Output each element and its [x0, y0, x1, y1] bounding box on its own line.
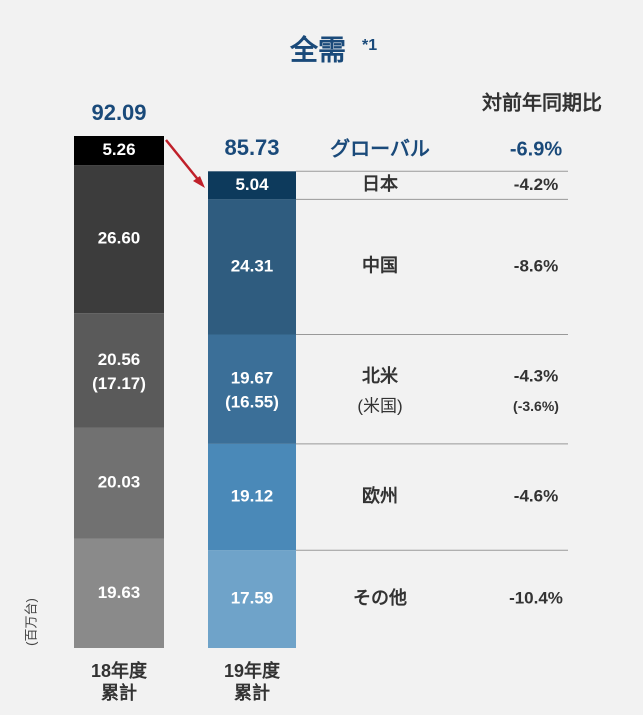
- chart-title: 全需: [289, 33, 346, 65]
- arrow: [165, 139, 201, 183]
- bar-segment: [208, 443, 296, 551]
- yoy-label: -10.4%: [509, 589, 563, 608]
- region-label: その他: [353, 587, 407, 608]
- region-sub-label: (米国): [357, 397, 402, 416]
- segment-label: 24.31: [231, 256, 274, 275]
- segment-label: 20.56: [98, 350, 141, 369]
- segment-label: 17.59: [231, 589, 274, 608]
- region-label: 欧州: [362, 485, 398, 506]
- bar-segment: [74, 136, 164, 166]
- region-label: 北米: [362, 365, 399, 386]
- segment-label: 5.26: [102, 140, 135, 159]
- bar-segment: [208, 334, 296, 444]
- unit-label: (百万台): [23, 598, 38, 646]
- yoy-label: -4.2%: [514, 175, 558, 194]
- x-tick-label: 19年度累計: [224, 660, 281, 703]
- bar-segment: [208, 171, 296, 200]
- bar-segment: [74, 538, 164, 648]
- x-tick-label: 18年度累計: [91, 660, 148, 703]
- arrow-head: [193, 176, 205, 188]
- yoy-label: -4.6%: [514, 487, 558, 506]
- segment-label: 19.67: [231, 369, 274, 388]
- segment-label: 5.04: [235, 175, 269, 194]
- title-note: *1: [362, 37, 377, 54]
- bar-segment: [208, 199, 296, 335]
- segment-label: 19.63: [98, 583, 141, 602]
- yoy-header: 対前年同期比: [481, 90, 602, 114]
- yoy-label: -4.3%: [514, 367, 558, 386]
- segment-sub-label: (16.55): [225, 393, 279, 412]
- total-label: 92.09: [91, 100, 146, 125]
- global-label: グローバル: [330, 136, 430, 160]
- bar-segment: [74, 313, 164, 428]
- segment-sub-label: (17.17): [92, 374, 146, 393]
- bar-segment: [74, 165, 164, 314]
- segment-label: 26.60: [98, 229, 141, 248]
- global-yoy: -6.9%: [510, 138, 562, 160]
- bar-segment: [74, 427, 164, 539]
- total-label: 85.73: [224, 135, 279, 160]
- region-label: 中国: [362, 255, 398, 276]
- segment-label: 19.12: [231, 487, 274, 506]
- yoy-label: -8.6%: [514, 256, 558, 275]
- yoy-sub-label: (-3.6%): [513, 398, 559, 414]
- bar-segment: [208, 550, 296, 648]
- region-label: 日本: [362, 173, 398, 194]
- segment-label: 20.03: [98, 473, 141, 492]
